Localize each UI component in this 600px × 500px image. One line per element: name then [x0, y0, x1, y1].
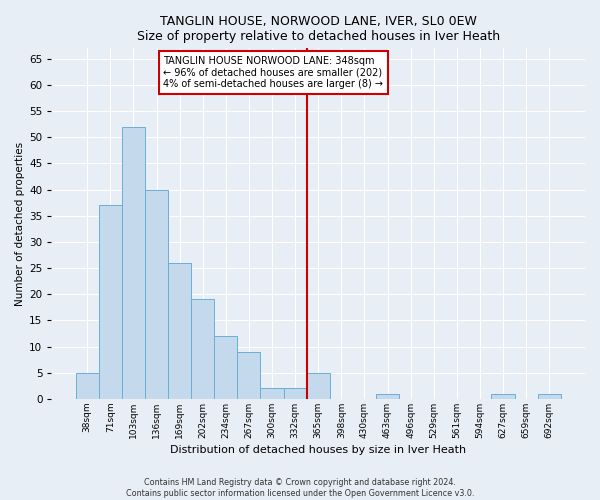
Bar — [76, 372, 99, 399]
Bar — [122, 127, 145, 399]
Title: TANGLIN HOUSE, NORWOOD LANE, IVER, SL0 0EW
Size of property relative to detached: TANGLIN HOUSE, NORWOOD LANE, IVER, SL0 0… — [137, 15, 500, 43]
Bar — [307, 372, 330, 399]
Bar — [145, 190, 168, 399]
Bar — [99, 206, 122, 399]
Bar — [284, 388, 307, 399]
Bar — [538, 394, 561, 399]
Bar — [168, 263, 191, 399]
Bar — [491, 394, 515, 399]
X-axis label: Distribution of detached houses by size in Iver Heath: Distribution of detached houses by size … — [170, 445, 466, 455]
Bar — [260, 388, 284, 399]
Bar — [376, 394, 399, 399]
Text: Contains HM Land Registry data © Crown copyright and database right 2024.
Contai: Contains HM Land Registry data © Crown c… — [126, 478, 474, 498]
Bar — [191, 300, 214, 399]
Bar — [238, 352, 260, 399]
Bar — [214, 336, 238, 399]
Text: TANGLIN HOUSE NORWOOD LANE: 348sqm
← 96% of detached houses are smaller (202)
4%: TANGLIN HOUSE NORWOOD LANE: 348sqm ← 96%… — [163, 56, 383, 90]
Y-axis label: Number of detached properties: Number of detached properties — [15, 142, 25, 306]
